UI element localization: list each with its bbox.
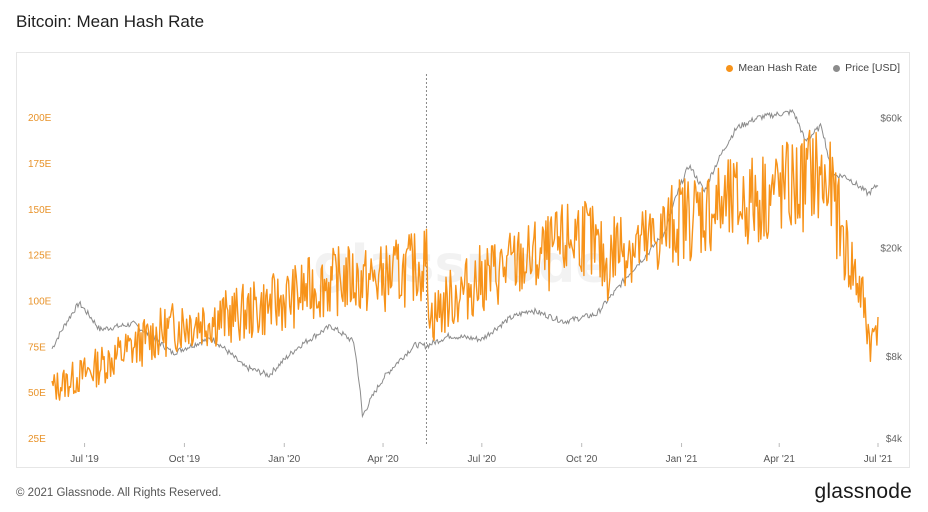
price-dot-icon bbox=[833, 64, 841, 72]
x-tick-label: Jan '21 bbox=[666, 454, 698, 465]
hash-rate-line bbox=[51, 129, 879, 401]
x-tick-label: Apr '20 bbox=[367, 454, 399, 465]
copyright-text: © 2021 Glassnode. All Rights Reserved. bbox=[16, 487, 222, 499]
x-tick-label: Jul '20 bbox=[468, 454, 497, 465]
legend: Mean Hash Rate Price [USD] bbox=[726, 62, 900, 74]
y-left-tick-label: 150E bbox=[28, 205, 52, 216]
chart-title: Bitcoin: Mean Hash Rate bbox=[16, 12, 205, 31]
hash-rate-dot-icon bbox=[726, 64, 734, 72]
glassnode-logo: glassnode bbox=[814, 480, 912, 503]
x-tick-label: Jan '20 bbox=[268, 454, 300, 465]
x-tick-label: Oct '19 bbox=[169, 454, 201, 465]
legend-label-price: Price [USD] bbox=[845, 62, 900, 74]
y-right-tick-label: $4k bbox=[886, 434, 903, 445]
y-right-tick-label: $20k bbox=[880, 244, 903, 255]
x-tick-label: Jul '19 bbox=[70, 454, 99, 465]
x-tick-label: Apr '21 bbox=[764, 454, 796, 465]
y-left-tick-label: 175E bbox=[28, 159, 52, 170]
legend-item-hash-rate[interactable]: Mean Hash Rate bbox=[726, 62, 817, 74]
y-left-tick-label: 75E bbox=[28, 342, 46, 353]
price-line bbox=[51, 108, 879, 419]
y-left-tick-label: 100E bbox=[28, 297, 52, 308]
y-left-tick-label: 25E bbox=[28, 434, 46, 445]
x-tick-label: Jul '21 bbox=[864, 454, 893, 465]
legend-item-price[interactable]: Price [USD] bbox=[833, 62, 900, 74]
y-left-tick-label: 125E bbox=[28, 251, 52, 262]
x-tick-label: Oct '20 bbox=[566, 454, 598, 465]
legend-label-hash-rate: Mean Hash Rate bbox=[738, 62, 818, 74]
y-right-tick-label: $8k bbox=[886, 352, 903, 363]
chart-frame bbox=[16, 52, 910, 468]
y-left-tick-label: 200E bbox=[28, 113, 52, 124]
y-right-tick-label: $60k bbox=[880, 113, 903, 124]
y-left-tick-label: 50E bbox=[28, 388, 46, 399]
